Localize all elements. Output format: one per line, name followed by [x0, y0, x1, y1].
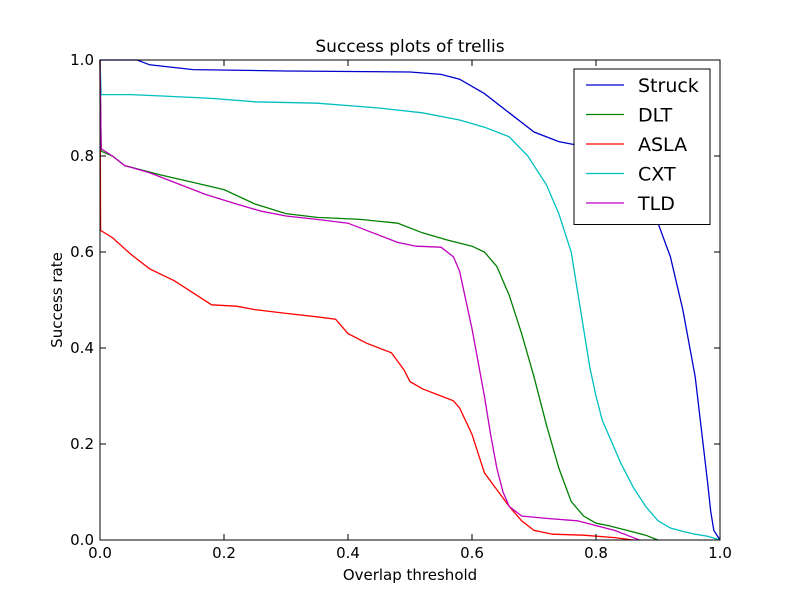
y-tick-label: 0.0 — [70, 531, 94, 549]
x-tick-label: 0.6 — [460, 544, 484, 562]
y-tick-label: 0.4 — [70, 339, 94, 357]
legend-label-tld: TLD — [637, 193, 675, 215]
series-line-dlt — [99, 59, 659, 541]
chart-title: Success plots of trellis — [315, 37, 504, 57]
plot-frame — [99, 59, 721, 541]
legend-label-dlt: DLT — [638, 105, 673, 127]
series-line-cxt — [99, 59, 721, 541]
x-tick-label: 0.2 — [212, 544, 236, 562]
legend-label-struck: Struck — [638, 75, 699, 97]
series-line-asla — [99, 59, 634, 541]
x-tick-label: 0.0 — [88, 544, 112, 562]
y-axis-label: Success rate — [48, 252, 66, 348]
legend: Struck DLT ASLA CXT TLD — [573, 68, 711, 225]
series-line-tld — [99, 59, 640, 541]
x-tick-label: 1.0 — [708, 544, 732, 562]
y-tick-label: 0.8 — [70, 147, 94, 165]
legend-box — [573, 68, 711, 225]
x-tick-label: 0.4 — [336, 544, 360, 562]
y-tick-label: 0.6 — [70, 243, 94, 261]
legend-label-asla: ASLA — [638, 134, 687, 156]
y-tick-label: 1.0 — [70, 51, 94, 69]
legend-label-cxt: CXT — [638, 164, 676, 186]
y-tick-label: 0.2 — [70, 435, 94, 453]
x-tick-label: 0.8 — [584, 544, 608, 562]
axis-ticks: 0.0 0.2 0.4 0.6 0.8 1.0 0.0 0.2 0.4 0.6 0.8 1.0 — [70, 51, 732, 562]
x-axis-label: Overlap threshold — [343, 566, 477, 584]
